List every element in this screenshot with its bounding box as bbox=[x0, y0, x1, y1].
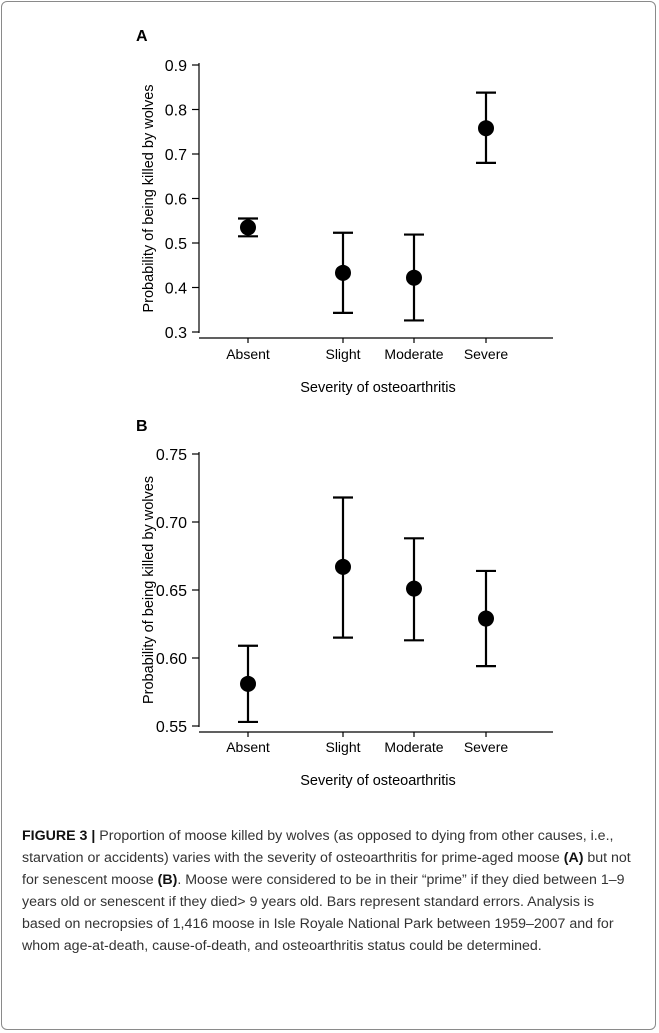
chart-b-y-tick-label: 0.60 bbox=[156, 651, 187, 668]
chart-a-x-tick-label: Moderate bbox=[384, 346, 443, 362]
chart-b-point-slight bbox=[335, 558, 351, 575]
chart-b-point-absent bbox=[240, 675, 256, 692]
chart-a-y-tick-label: 0.4 bbox=[165, 281, 187, 298]
chart-a-x-tick-label: Absent bbox=[226, 346, 270, 362]
chart-a-y-tick-label: 0.8 bbox=[165, 103, 187, 120]
chart-b-y-tick-label: 0.65 bbox=[156, 583, 187, 600]
chart-a-point-absent bbox=[240, 219, 256, 236]
chart-a-y-axis-title: Probability of being killed by wolves bbox=[141, 84, 157, 312]
chart-b-panel-label: B bbox=[136, 418, 148, 435]
chart-a-point-severe bbox=[478, 120, 494, 137]
chart-b-x-tick-label: Slight bbox=[325, 739, 360, 755]
chart-a-y-tick-label: 0.7 bbox=[165, 147, 187, 164]
chart-b-point-moderate bbox=[406, 580, 422, 597]
chart-a-y-tick-label: 0.3 bbox=[165, 325, 187, 342]
chart-a-x-axis-title: Severity of osteoarthritis bbox=[300, 380, 456, 396]
chart-b-x-tick-label: Moderate bbox=[384, 739, 443, 755]
caption-label: FIGURE 3 | bbox=[22, 828, 96, 844]
caption-ref-a: (A) bbox=[563, 850, 584, 866]
chart-a-y-tick-label: 0.5 bbox=[165, 236, 187, 253]
chart-a-panel-label: A bbox=[136, 28, 148, 45]
figure-charts: A 0.3 0.4 0.5 0.6 0.7 0.8 0.9 Absent Slight Modera… bbox=[136, 28, 553, 789]
chart-a-y-tick-label: 0.6 bbox=[165, 192, 187, 209]
caption-text-1: Proportion of moose killed by wolves (as… bbox=[22, 828, 614, 866]
chart-a-x-tick-label: Slight bbox=[325, 346, 360, 362]
chart-a-x-tick-label: Severe bbox=[464, 346, 509, 362]
chart-a-point-slight bbox=[335, 264, 351, 281]
chart-b-x-axis-title: Severity of osteoarthritis bbox=[300, 773, 456, 789]
caption-text-2: but not for senescent moose bbox=[22, 850, 631, 888]
figure-caption: FIGURE 3 | Proportion of moose killed by… bbox=[22, 825, 634, 957]
chart-b-y-axis-title: Probability of being killed by wolves bbox=[141, 476, 157, 704]
caption-text-3: . Moose were considered to be in their “… bbox=[22, 872, 625, 954]
chart-b-y-tick-label: 0.75 bbox=[156, 447, 187, 464]
chart-b-y-tick-label: 0.55 bbox=[156, 719, 187, 736]
chart-b-x-tick-label: Severe bbox=[464, 739, 509, 755]
chart-b-y-tick-label: 0.70 bbox=[156, 515, 187, 532]
chart-a-point-moderate bbox=[406, 269, 422, 286]
caption-ref-b: (B) bbox=[157, 872, 178, 888]
chart-b-x-tick-label: Absent bbox=[226, 739, 270, 755]
chart-b-point-severe bbox=[478, 610, 494, 627]
chart-a-y-tick-label: 0.9 bbox=[165, 58, 187, 75]
